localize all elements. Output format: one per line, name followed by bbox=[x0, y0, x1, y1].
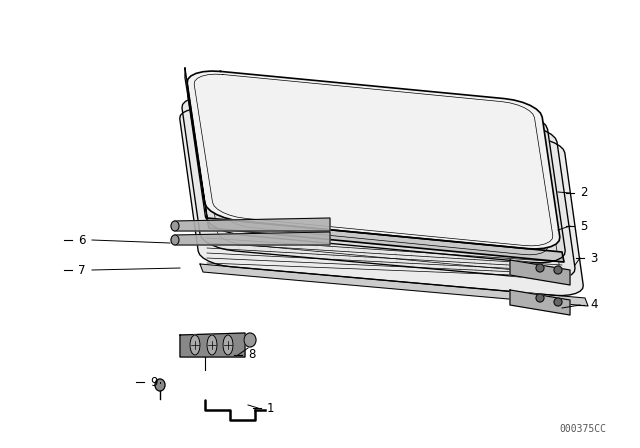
Polygon shape bbox=[188, 83, 565, 263]
Ellipse shape bbox=[207, 335, 217, 355]
Polygon shape bbox=[182, 97, 575, 279]
Text: 6: 6 bbox=[78, 233, 86, 246]
Polygon shape bbox=[185, 68, 209, 228]
Text: 000375CC: 000375CC bbox=[559, 424, 606, 434]
Polygon shape bbox=[180, 108, 583, 296]
Circle shape bbox=[536, 264, 544, 272]
Text: 2: 2 bbox=[580, 186, 588, 199]
Ellipse shape bbox=[171, 235, 179, 245]
Ellipse shape bbox=[155, 379, 165, 391]
Ellipse shape bbox=[223, 335, 233, 355]
Polygon shape bbox=[175, 218, 330, 231]
Text: 4: 4 bbox=[590, 298, 598, 311]
Ellipse shape bbox=[244, 333, 256, 347]
Ellipse shape bbox=[190, 335, 200, 355]
Text: 3: 3 bbox=[590, 251, 597, 264]
Circle shape bbox=[536, 294, 544, 302]
Circle shape bbox=[554, 266, 562, 274]
Polygon shape bbox=[207, 218, 564, 262]
Circle shape bbox=[554, 298, 562, 306]
Polygon shape bbox=[510, 260, 570, 285]
Text: 9: 9 bbox=[150, 375, 157, 388]
Polygon shape bbox=[180, 333, 245, 357]
Text: 1: 1 bbox=[267, 401, 275, 414]
Ellipse shape bbox=[171, 221, 179, 231]
Polygon shape bbox=[200, 264, 588, 306]
Polygon shape bbox=[510, 290, 570, 315]
Text: 5: 5 bbox=[580, 220, 588, 233]
Text: 8: 8 bbox=[248, 349, 255, 362]
Polygon shape bbox=[187, 71, 560, 249]
Text: 7: 7 bbox=[78, 263, 86, 276]
Polygon shape bbox=[175, 232, 330, 245]
